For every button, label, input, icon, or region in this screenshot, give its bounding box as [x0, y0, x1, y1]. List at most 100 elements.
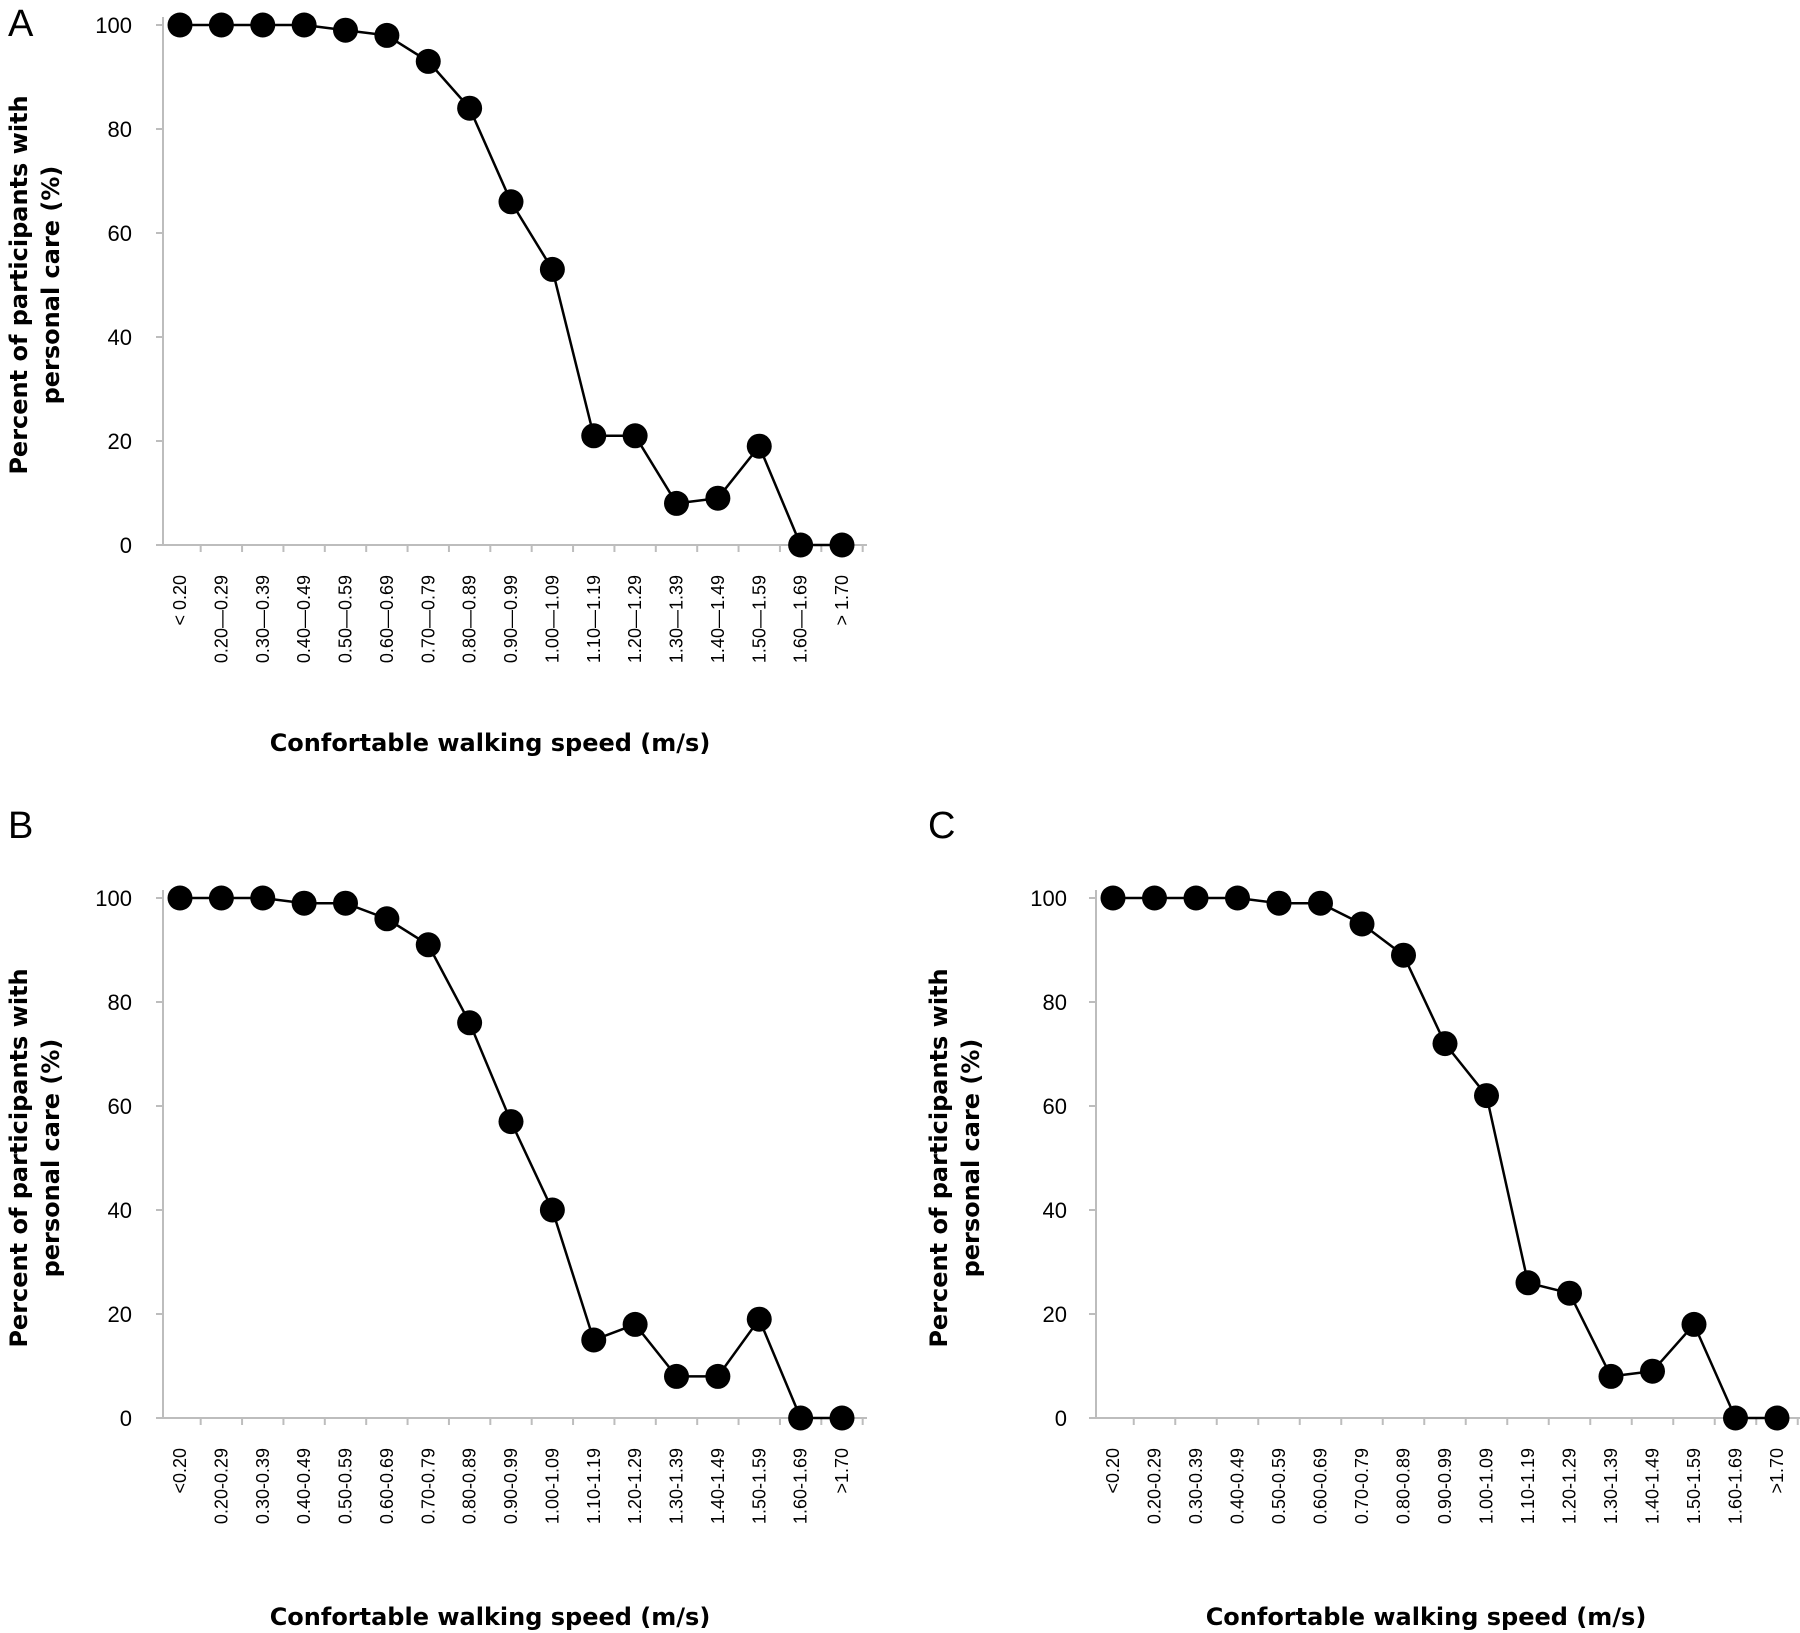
x-tick-label: 0.60-0.69: [377, 1448, 397, 1524]
chart-panel-c: C 0 20 40 60 80 100 <0.20 0.20-0.29 0.30-0.39 0.40…: [925, 805, 1800, 1631]
data-point: [1432, 1031, 1458, 1057]
data-point: [1557, 1280, 1582, 1306]
data-point: [1142, 885, 1167, 911]
data-point: [415, 48, 441, 74]
y-tick-label: 100: [95, 886, 132, 911]
x-tick-label: 1.10—1.19: [584, 575, 604, 663]
data-point: [250, 12, 276, 38]
panel-letter: C: [928, 805, 955, 847]
x-tick-label: 0.90-0.99: [501, 1448, 521, 1524]
x-tick-label: 0.70—0.79: [418, 575, 438, 663]
y-tick-label: 80: [108, 990, 132, 1015]
series-line: [1113, 896, 1777, 1420]
y-tick-label: 100: [1030, 886, 1067, 911]
x-tick-label: 0.90—0.99: [501, 575, 521, 663]
x-tick-label: 0.60—0.69: [377, 575, 397, 663]
x-tick-label: 0.40-0.49: [1228, 1448, 1248, 1524]
x-tick-label: 1.10-1.19: [1518, 1448, 1538, 1524]
data-point: [291, 890, 317, 916]
x-tick-label: 1.60—1.69: [791, 575, 811, 663]
data-point: [208, 12, 234, 38]
y-tick-label: 100: [95, 13, 132, 38]
data-point: [829, 1405, 855, 1431]
y-tick-label: 80: [1043, 990, 1067, 1015]
panel-letter: B: [8, 805, 33, 847]
x-tick-label: 0.70-0.79: [1352, 1448, 1372, 1524]
data-point: [457, 1010, 483, 1036]
x-tick-label: 0.90-0.99: [1435, 1448, 1455, 1524]
x-tick-label: 1.60-1.69: [791, 1448, 811, 1524]
x-tick-label: 0.80-0.89: [1394, 1448, 1414, 1524]
data-point: [1598, 1363, 1624, 1389]
y-tick-label: 20: [1043, 1302, 1067, 1327]
x-tick-label: 0.20-0.29: [1145, 1448, 1165, 1524]
data-point: [1308, 890, 1333, 916]
data-point: [250, 885, 276, 911]
data-point: [498, 189, 524, 215]
series-line: [180, 23, 842, 547]
x-tick-label: 0.20—0.29: [211, 575, 231, 663]
data-point: [664, 490, 689, 516]
data-point: [1681, 1311, 1707, 1337]
data-point: [581, 1327, 607, 1353]
y-axis-title-line1: Percent of participants with: [5, 95, 33, 474]
y-tick-label: 60: [108, 221, 132, 246]
y-axis-title-line1: Percent of participants with: [925, 968, 953, 1347]
x-axis-title: Confortable walking speed (m/s): [1206, 1603, 1647, 1631]
x-tick-label: 1.20—1.29: [625, 575, 645, 663]
y-tick-label: 60: [108, 1094, 132, 1119]
x-tick-label: 1.40—1.49: [708, 575, 728, 663]
data-point: [705, 485, 731, 511]
data-point: [1183, 885, 1209, 911]
x-tick-label: 1.30—1.39: [667, 575, 687, 663]
y-tick-label: 40: [108, 325, 132, 350]
x-tick-label: 1.40-1.49: [708, 1448, 728, 1524]
data-point: [457, 95, 483, 121]
data-point: [1266, 890, 1292, 916]
y-axis-title-line2: personal care (%): [37, 1039, 65, 1278]
x-tick-label: 0.80—0.89: [460, 575, 480, 663]
x-tick-label: 0.30-0.39: [253, 1448, 273, 1524]
data-point: [374, 906, 400, 932]
x-tick-label: 0.80-0.89: [460, 1448, 480, 1524]
x-tick-label: 1.00—1.09: [542, 575, 562, 663]
x-tick-label: 1.00-1.09: [542, 1448, 562, 1524]
x-tick-label: < 0.20: [170, 575, 190, 626]
x-tick-label: 0.40-0.49: [294, 1448, 314, 1524]
y-tick-label: 80: [108, 117, 132, 142]
panel-letter: A: [8, 3, 34, 45]
data-point: [167, 885, 193, 911]
x-tick-label: <0.20: [1103, 1448, 1123, 1494]
x-tick-label: 1.20-1.29: [1560, 1448, 1580, 1524]
x-tick-label: 0.30-0.39: [1186, 1448, 1206, 1524]
data-point: [1391, 942, 1416, 968]
x-tick-label: >1.70: [832, 1448, 852, 1494]
data-point: [829, 532, 855, 558]
y-tick-label: 0: [120, 533, 132, 558]
x-tick-label: <0.20: [170, 1448, 190, 1494]
x-tick-label: 1.00-1.09: [1477, 1448, 1497, 1524]
y-axis-title-line2: personal care (%): [957, 1039, 985, 1278]
x-axis-title: Confortable walking speed (m/s): [270, 1603, 711, 1631]
data-point: [788, 1405, 814, 1431]
x-tick-label: 0.50—0.59: [336, 575, 356, 663]
data-point: [1640, 1358, 1665, 1384]
data-point: [1349, 911, 1375, 937]
chart-panel-b: B 0 20 40 60 80 100 <0.20 0.20-0.29 0.30-0.39 0.40…: [5, 805, 867, 1631]
x-tick-label: 1.50-1.59: [1684, 1448, 1704, 1524]
data-point: [788, 532, 814, 558]
data-point: [1225, 885, 1250, 911]
data-point: [622, 1311, 648, 1337]
y-tick-label: 20: [108, 429, 132, 454]
data-point: [291, 12, 317, 38]
data-point: [705, 1363, 731, 1389]
y-tick-label: 40: [1043, 1198, 1067, 1223]
y-tick-label: 40: [108, 1198, 132, 1223]
data-point: [539, 256, 565, 282]
series-line: [180, 896, 842, 1420]
data-point: [208, 885, 234, 911]
data-point: [1723, 1405, 1748, 1431]
data-point: [333, 17, 358, 43]
y-tick-label: 0: [120, 1406, 132, 1431]
